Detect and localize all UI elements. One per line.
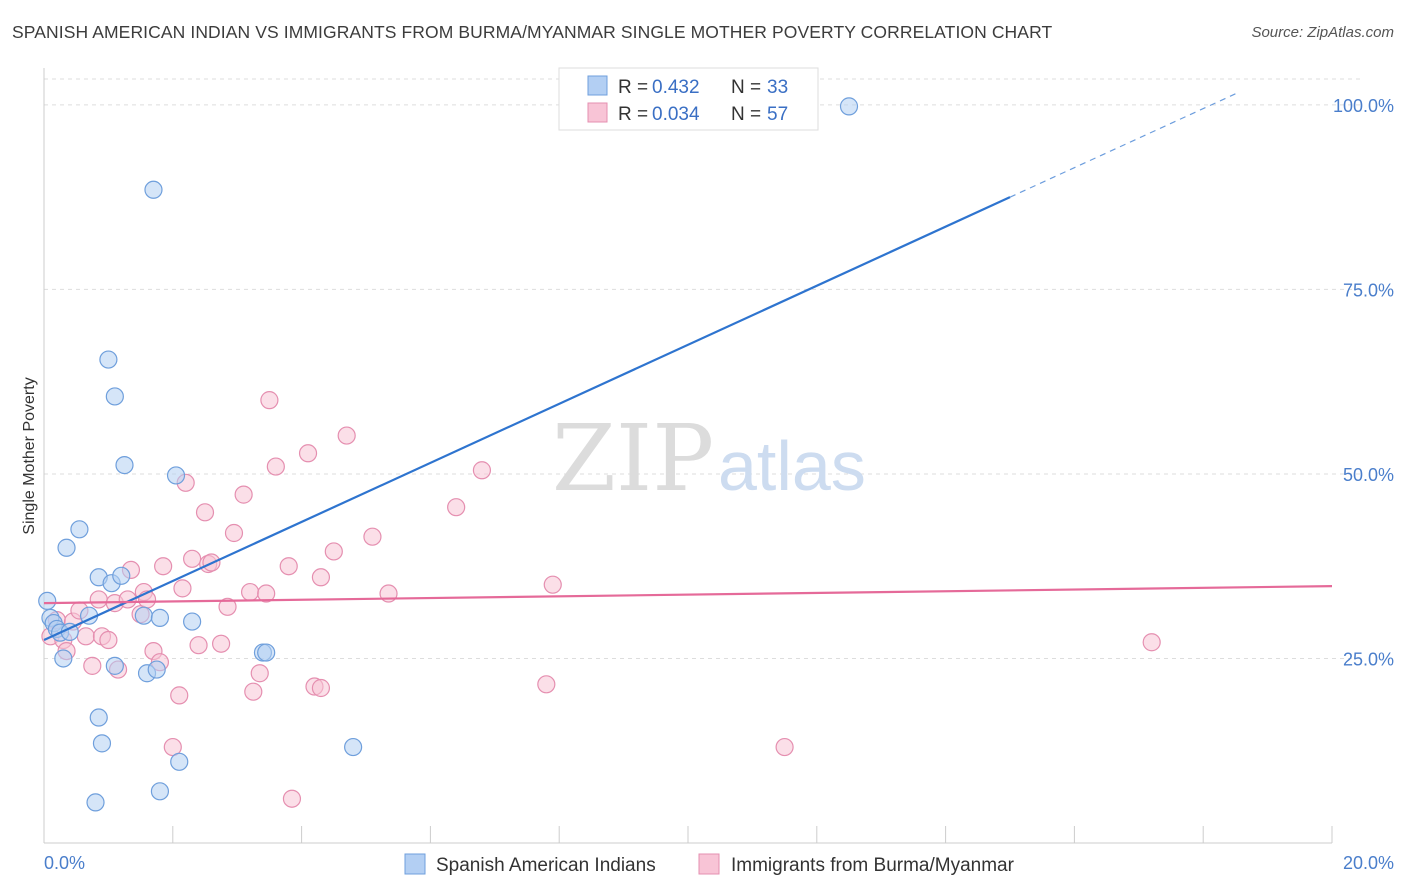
pink-data-point — [311, 678, 331, 698]
blue-data-point — [70, 520, 89, 539]
pink-data-point — [99, 630, 118, 650]
pink-data-point — [543, 575, 562, 594]
blue-data-point — [134, 606, 153, 625]
legend-r-value: 0.034 — [652, 104, 700, 125]
pink-data-point — [257, 584, 276, 603]
blue-data-point — [105, 387, 124, 406]
series-legend-label: Spanish American Indians — [436, 855, 656, 876]
blue-trend-line — [43, 196, 1011, 642]
pink-data-point — [218, 597, 237, 616]
pink-trend-line — [43, 585, 1333, 605]
blue-data-point — [89, 708, 108, 727]
trend-lines — [43, 93, 1333, 642]
pink-data-point — [260, 391, 279, 410]
y-tick-label: 25.0% — [1343, 649, 1394, 669]
pink-data-point — [282, 789, 302, 808]
blue-data-point — [183, 612, 202, 631]
blue-data-point — [92, 734, 112, 753]
pink-data-point — [83, 656, 102, 675]
pink-data-point — [279, 557, 298, 576]
legend-n-label: N = — [731, 104, 761, 125]
series-legend-swatch-pink — [698, 853, 720, 875]
legend-r-value: 0.432 — [652, 77, 700, 98]
pink-data-point — [76, 627, 95, 646]
pink-data-point — [212, 634, 231, 653]
pink-data-point — [154, 557, 173, 576]
x-tick-label-min: 0.0% — [44, 853, 85, 873]
source-label: Source: ZipAtlas.com — [1251, 24, 1394, 41]
series-legend: Spanish American Indians Immigrants from… — [404, 853, 1015, 876]
blue-data-point — [99, 350, 118, 369]
chart-title: SPANISH AMERICAN INDIAN VS IMMIGRANTS FR… — [12, 22, 1053, 42]
grid-lines — [44, 78, 1362, 659]
blue-data-point — [150, 608, 170, 627]
legend-swatch-pink — [587, 102, 608, 123]
pink-data-point — [337, 426, 356, 445]
x-tick-label-max: 20.0% — [1343, 853, 1394, 873]
pink-data-point — [311, 568, 331, 587]
legend-n-value: 33 — [767, 77, 788, 98]
y-tick-label: 75.0% — [1343, 280, 1394, 300]
blue-trend-line-extension — [1009, 93, 1236, 198]
pink-data-point — [195, 503, 215, 522]
blue-data-point — [112, 566, 131, 585]
pink-data-point — [173, 579, 192, 598]
blue-data-point — [147, 660, 166, 679]
blue-data-point — [344, 737, 363, 757]
blue-data-point — [105, 656, 124, 675]
legend-r-label: R = — [618, 104, 648, 125]
x-ticks — [43, 826, 1333, 843]
blue-data-point — [170, 752, 189, 771]
blue-data-point — [166, 466, 186, 485]
legend-r-label: R = — [618, 77, 648, 98]
pink-data-point — [224, 523, 244, 543]
blue-data-point — [54, 649, 73, 668]
blue-data-point — [150, 782, 170, 801]
blue-series-points — [38, 97, 859, 812]
pink-data-point — [250, 664, 269, 683]
blue-data-point — [839, 97, 859, 116]
pink-data-point — [189, 636, 208, 655]
blue-data-point — [57, 538, 76, 557]
pink-data-point — [244, 682, 263, 701]
pink-data-point — [298, 444, 318, 463]
pink-data-point — [266, 457, 285, 476]
pink-data-point — [1142, 633, 1161, 652]
blue-data-point — [144, 180, 163, 199]
blue-data-point — [257, 643, 276, 662]
pink-data-point — [234, 485, 253, 504]
pink-data-point — [170, 686, 189, 705]
watermark-zip: ZIP — [552, 405, 714, 512]
pink-data-point — [447, 498, 466, 517]
watermark-atlas: atlas — [718, 427, 866, 505]
y-tick-label: 100.0% — [1333, 96, 1394, 116]
y-tick-labels: 25.0% 50.0% 75.0% 100.0% — [1333, 96, 1394, 670]
pink-data-point — [89, 590, 108, 609]
y-tick-label: 50.0% — [1343, 465, 1394, 485]
blue-data-point — [115, 455, 134, 475]
series-legend-swatch-blue — [404, 853, 426, 875]
pink-data-point — [240, 582, 260, 602]
blue-data-point — [86, 793, 105, 812]
pink-data-point — [324, 542, 343, 561]
series-legend-label: Immigrants from Burma/Myanmar — [731, 855, 1015, 876]
y-axis-label: Single Mother Poverty — [21, 377, 38, 534]
pink-data-point — [183, 549, 202, 568]
legend-n-label: N = — [731, 77, 761, 98]
pink-data-point — [775, 737, 794, 757]
pink-data-point — [363, 527, 382, 546]
watermark: ZIP atlas — [552, 405, 866, 512]
legend-n-value: 57 — [767, 104, 788, 125]
pink-data-point — [537, 675, 556, 694]
legend-swatch-blue — [587, 75, 608, 96]
blue-data-point — [38, 591, 57, 611]
correlation-legend: R = 0.432 N = 33 R = 0.034 N = 57 — [558, 67, 819, 131]
pink-data-point — [472, 461, 492, 480]
